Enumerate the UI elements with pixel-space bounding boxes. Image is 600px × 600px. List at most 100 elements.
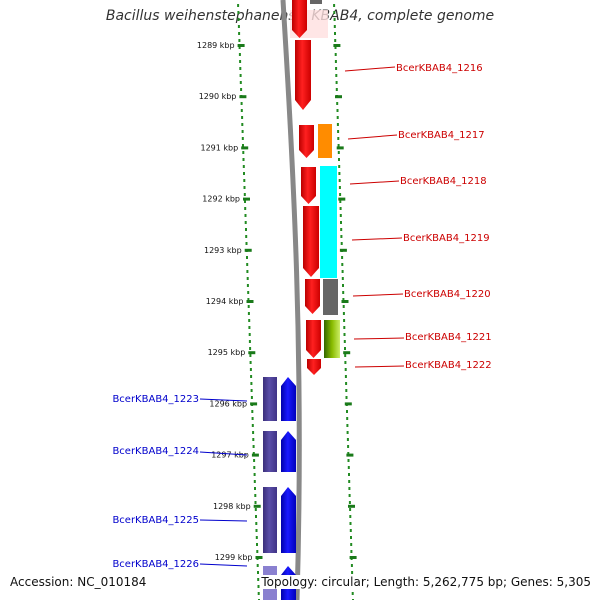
- ruler-dot-right: [341, 277, 344, 280]
- gene-arrow-1225[interactable]: [281, 487, 296, 553]
- ruler-dot-left: [253, 466, 256, 469]
- ruler-dot-left: [240, 109, 243, 112]
- ruler-dot-left: [254, 508, 257, 511]
- ruler-dot-left: [238, 32, 241, 35]
- tick-mark-right: [348, 504, 355, 508]
- gene-label-1217[interactable]: BcerKBAB4_1217: [398, 130, 485, 141]
- tick-mark-right: [346, 453, 354, 457]
- ruler-dot-left: [237, 11, 240, 14]
- callout-line-1225: [199, 519, 248, 522]
- ruler-dot-left: [254, 501, 257, 504]
- ruler-dot-right: [345, 382, 348, 385]
- ruler-dot-right: [343, 333, 346, 336]
- ruler-dot-left: [251, 417, 254, 420]
- tick-mark-right: [343, 351, 351, 355]
- tick-label: 1292 kbp: [202, 195, 240, 204]
- tick-mark-right: [349, 556, 357, 559]
- ruler-dot-right: [342, 298, 345, 301]
- gene-label-1220[interactable]: BcerKBAB4_1220: [404, 289, 491, 300]
- ruler-dot-left: [246, 263, 249, 266]
- gene-label-1218[interactable]: BcerKBAB4_1218: [400, 176, 487, 187]
- ruler-dot-left: [256, 564, 259, 567]
- ruler-dot-left: [252, 431, 255, 434]
- ruler-dot-left: [248, 326, 251, 329]
- tick-label: 1299 kbp: [215, 553, 253, 562]
- tick-label: 1298 kbp: [213, 502, 251, 511]
- genome-summary-text: Topology: circular; Length: 5,262,775 bp…: [261, 575, 591, 589]
- gene-label-1216[interactable]: BcerKBAB4_1216: [396, 63, 483, 74]
- ruler-dot-right: [351, 571, 354, 574]
- ruler-dot-left: [243, 193, 246, 196]
- ruler-dot-left: [248, 333, 251, 336]
- ruler-dot-right: [339, 207, 342, 210]
- gene-cog-1225[interactable]: [263, 487, 277, 553]
- genome-backbone: [280, 0, 302, 600]
- ruler-dot-right: [348, 473, 350, 476]
- ruler-dot-left: [239, 67, 242, 70]
- gene-label-1221[interactable]: BcerKBAB4_1221: [405, 332, 492, 343]
- ruler-dot-tracks: [237, 4, 354, 600]
- ruler-dot-right: [336, 109, 339, 112]
- tick-label: 1295 kbp: [208, 348, 246, 357]
- gene-arrow-1223[interactable]: [281, 377, 296, 421]
- gene-label-1226[interactable]: BcerKBAB4_1226: [112, 559, 199, 570]
- gene-cog-1223[interactable]: [263, 377, 277, 421]
- ruler-dot-left: [249, 368, 252, 371]
- ruler-dot-right: [349, 522, 352, 525]
- cog-bar-1218-1219: [320, 166, 337, 278]
- tick-label: 1297 kbp: [211, 451, 249, 460]
- ruler-dot-left: [242, 144, 244, 147]
- ruler-dot-left: [251, 410, 254, 413]
- gene-arrow-1221[interactable]: [306, 320, 321, 358]
- ruler-dot-right: [336, 123, 339, 126]
- ruler-dot-right: [333, 25, 336, 28]
- ruler-dot-right: [343, 319, 346, 322]
- reverse-gene-callouts: BcerKBAB4_1223 BcerKBAB4_1224 BcerKBAB4_…: [112, 394, 248, 570]
- ruler-dot-right: [348, 480, 351, 483]
- ruler-dot-right: [346, 431, 349, 434]
- ruler-dot-left: [252, 452, 255, 455]
- ruler-dot-right: [340, 221, 342, 224]
- ruler-dot-left: [247, 291, 250, 294]
- gene-arrow-1218[interactable]: [301, 167, 316, 204]
- gene-arrow-1224[interactable]: [281, 431, 296, 472]
- callout-line-1226: [199, 563, 248, 567]
- ruler-dot-right: [334, 32, 336, 35]
- reverse-strand-genes: [263, 377, 296, 600]
- ruler-dot-right: [338, 179, 341, 182]
- ruler-dot-left: [251, 424, 254, 427]
- ruler-dot-left: [256, 550, 259, 553]
- ruler-dot-right: [338, 165, 341, 168]
- gene-label-1219[interactable]: BcerKBAB4_1219: [403, 233, 490, 244]
- gene-arrow-1220[interactable]: [305, 279, 320, 314]
- tick-mark-left: [239, 95, 247, 99]
- gene-label-1223[interactable]: BcerKBAB4_1223: [112, 394, 199, 405]
- gene-arrow-top[interactable]: [292, 0, 307, 38]
- ruler-dot-left: [246, 256, 248, 259]
- tick-label: 1293 kbp: [204, 246, 242, 255]
- gene-label-1224[interactable]: BcerKBAB4_1224: [112, 446, 199, 457]
- tick-mark-right: [338, 197, 346, 201]
- ruler-dot-right: [339, 200, 342, 203]
- tick-mark-left: [251, 453, 259, 457]
- ruler-dot-right: [345, 396, 348, 399]
- ruler-dot-right: [348, 487, 351, 490]
- gene-arrow-1222[interactable]: [307, 359, 321, 375]
- gene-arrow-1217[interactable]: [299, 125, 314, 158]
- callout-line-1219: [351, 237, 403, 241]
- ruler-dot-right: [350, 564, 353, 567]
- ruler-dot-left: [255, 522, 258, 525]
- ruler-dot-left: [238, 39, 241, 42]
- gene-label-1225[interactable]: BcerKBAB4_1225: [112, 515, 199, 526]
- gene-arrow-1216[interactable]: [295, 40, 311, 110]
- gene-cog-1224[interactable]: [263, 431, 277, 472]
- gene-arrow-1219[interactable]: [303, 206, 319, 277]
- ruler-dot-right: [342, 305, 345, 308]
- ruler-dot-right: [338, 172, 341, 175]
- ruler-dot-left: [242, 158, 245, 161]
- ruler-dot-left: [248, 319, 251, 322]
- gene-label-1222[interactable]: BcerKBAB4_1222: [405, 360, 492, 371]
- ruler-dot-left: [255, 515, 257, 518]
- ruler-dot-right: [344, 375, 347, 378]
